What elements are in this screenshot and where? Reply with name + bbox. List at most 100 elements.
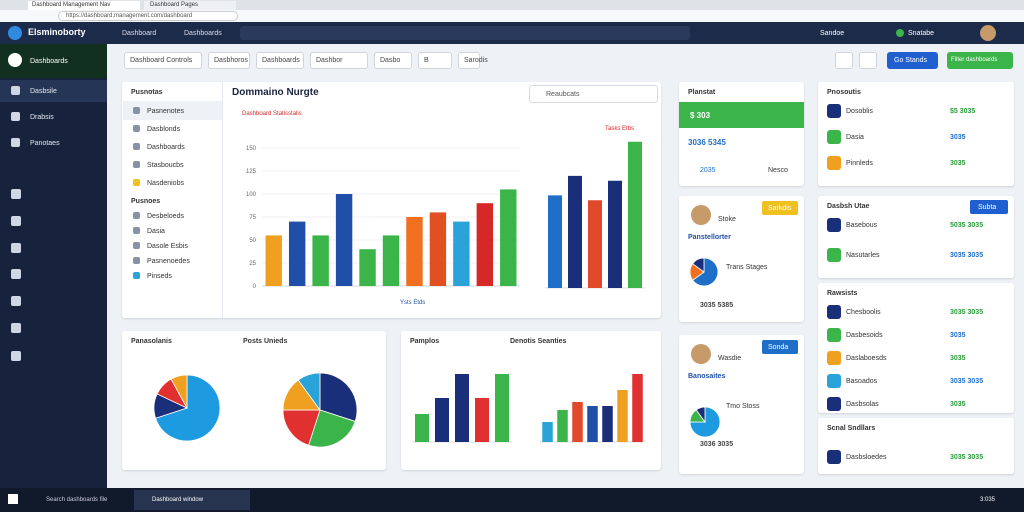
url-field	[58, 11, 238, 21]
sidebar-item[interactable]: Drabsis	[30, 114, 54, 121]
card-subtitle: Posts Unieds	[243, 338, 288, 345]
list-icon	[133, 179, 140, 186]
row-value: $5 3035	[950, 108, 976, 115]
row-label: Nasutarles	[846, 252, 880, 259]
foot: 2035	[700, 167, 716, 174]
row-label: Pinnleds	[846, 160, 873, 167]
sidebar-logo	[8, 53, 22, 67]
amount: $ 303	[690, 111, 711, 120]
taskbar-app[interactable]: Dashboard window	[152, 497, 204, 503]
button	[947, 52, 1013, 69]
avatar	[980, 25, 996, 41]
card-title: Scnal Sndllars	[827, 425, 876, 432]
filter-chip	[124, 52, 202, 69]
filter-label[interactable]: B	[424, 57, 429, 64]
filter-label[interactable]: Sarodis	[464, 57, 488, 64]
row-label: Basoados	[846, 378, 878, 385]
row-value: 3035	[950, 355, 966, 362]
search-text[interactable]: Reaubcats	[546, 91, 580, 98]
search-box	[529, 85, 658, 103]
chart-subtitle: Dashboard Statisstalis	[242, 111, 302, 117]
card-title: Dasbsh Utae	[827, 203, 870, 210]
list-title: Pusnotas	[131, 89, 163, 96]
filter-chip	[208, 52, 250, 69]
row-label: Daslaboesds	[846, 355, 887, 362]
button	[762, 340, 798, 354]
stats: 3035 5385	[700, 302, 734, 309]
row-value: 3035	[950, 160, 966, 167]
row-icon	[827, 156, 841, 170]
row-value: 3035	[950, 332, 966, 339]
sidebar-icon	[11, 216, 21, 226]
filter-label[interactable]: Dasbhoros	[214, 57, 248, 64]
list-icon	[133, 107, 140, 114]
list-item[interactable]: Desbeloeds	[147, 213, 184, 220]
row-label: Basebous	[846, 222, 878, 229]
taskbar-app	[134, 490, 250, 510]
row-value: 3035 3035	[950, 454, 984, 461]
button-label[interactable]: Filter dashboards	[951, 57, 998, 63]
list-item[interactable]: Pinseds	[147, 273, 172, 280]
button-label[interactable]: Sarkdis	[768, 205, 792, 212]
row-icon	[827, 450, 841, 464]
brand: Elsminoborty	[28, 27, 86, 37]
list-item[interactable]: Dasblonds	[147, 126, 181, 133]
sidebar-icon	[11, 269, 21, 279]
list-item[interactable]: Pasnenotes	[147, 108, 184, 115]
row-icon	[827, 248, 841, 262]
list-icon	[133, 212, 140, 219]
sidebar-item[interactable]: Panotaes	[30, 140, 60, 147]
user[interactable]: Sandoe	[820, 30, 845, 37]
list-item[interactable]: Nasdeniobs	[147, 180, 184, 187]
list-item[interactable]: Dashboards	[147, 144, 185, 151]
nav-item[interactable]: Dashboard	[122, 30, 157, 37]
tab-bar	[0, 0, 1024, 10]
side-card	[818, 283, 1014, 413]
button-label[interactable]: Sonda	[768, 344, 789, 351]
sidebar-icon	[11, 323, 21, 333]
row-value: 3035 3035	[950, 252, 984, 259]
filter-label[interactable]: Dashboard Controls	[130, 57, 193, 64]
row-icon	[827, 328, 841, 342]
nav-item[interactable]: Dashboards	[184, 30, 222, 37]
sidebar-active	[0, 80, 107, 102]
row-icon	[827, 218, 841, 232]
sidebar-icon	[11, 243, 21, 253]
row-value: 5035 3035	[950, 222, 984, 229]
button-label[interactable]: Go Stands	[894, 57, 928, 64]
taskbar-search[interactable]: Search dashboards file	[46, 497, 108, 503]
row-value: 3035 3035	[950, 309, 984, 316]
row-label: Dasbsolas	[846, 401, 879, 408]
row-icon	[827, 130, 841, 144]
list-divider	[222, 82, 223, 318]
list-item[interactable]: Dasia	[147, 228, 165, 235]
row-label: Dosoblis	[846, 108, 873, 115]
list-icon	[133, 143, 140, 150]
card-title: Rawsists	[827, 290, 858, 297]
sidebar-item[interactable]: Dasbsile	[30, 88, 57, 95]
list-item[interactable]: Stasboucbs	[147, 162, 184, 169]
row-icon	[827, 351, 841, 365]
list-item[interactable]: Pasnenoedes	[147, 258, 190, 265]
notify[interactable]: Snatabe	[908, 30, 935, 37]
name: Stoke	[718, 216, 736, 223]
role: Banosaites	[688, 373, 726, 380]
tab	[144, 1, 236, 10]
list-icon	[133, 125, 140, 132]
url: https://dashboard.management.com/dashboa…	[66, 13, 193, 19]
legend: Trans Stages	[726, 264, 768, 271]
list-active	[123, 101, 222, 120]
filter-label[interactable]: Dasbo	[380, 57, 401, 64]
filter-chip	[310, 52, 368, 69]
pie-card	[122, 331, 386, 470]
list-icon	[133, 227, 140, 234]
filter-label[interactable]: Dashboards	[262, 57, 300, 64]
legend: Tmo Stoss	[726, 403, 760, 410]
sidebar-icon	[11, 138, 20, 147]
button-label[interactable]: Subta	[978, 204, 997, 211]
filter-chip	[374, 52, 412, 69]
list-item[interactable]: Dasole Esbis	[147, 243, 188, 250]
avatar	[691, 205, 711, 225]
filter-label[interactable]: Dashbor	[316, 57, 343, 64]
stats: 3036 3035	[700, 441, 734, 448]
